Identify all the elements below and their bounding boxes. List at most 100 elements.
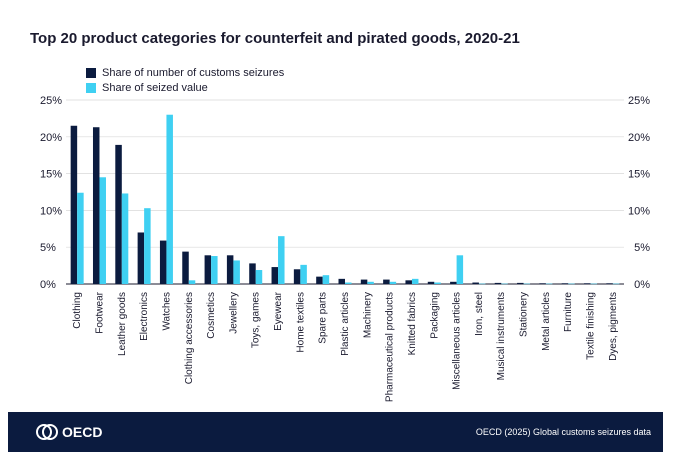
- legend: Share of number of customs seizures Shar…: [86, 66, 284, 96]
- y-tick-label-right: 20%: [628, 132, 650, 144]
- x-tick-label: Spare parts: [318, 292, 329, 344]
- x-tick-label: Pharmaceutical products: [385, 292, 396, 402]
- bar-value: [523, 283, 531, 285]
- bar-seizures: [472, 282, 479, 284]
- y-tick-label-left: 25%: [40, 95, 62, 107]
- bar-seizures: [360, 279, 368, 284]
- bar-value: [367, 281, 374, 284]
- x-tick-label: Jewellery: [228, 292, 239, 334]
- bar-chart: 0% 0% 5% 5% 10% 10% 15% 15% 20% 20% 25% 25% Clothing…: [40, 95, 650, 402]
- bar-value: [99, 177, 106, 284]
- bar-value: [121, 193, 129, 284]
- x-tick-label: Clothing accessories: [184, 292, 195, 384]
- y-tick-label-right: 25%: [628, 95, 650, 107]
- bar-seizures: [271, 267, 279, 284]
- bar-seizures: [494, 282, 502, 284]
- bar-value: [345, 282, 352, 284]
- bar-seizures: [70, 125, 78, 284]
- bar-seizures: [338, 278, 345, 284]
- y-tick-label-left: 15%: [40, 169, 62, 181]
- bar-seizures: [137, 232, 145, 284]
- chart-title: Top 20 product categories for counterfei…: [30, 30, 520, 47]
- x-tick-label: Plastic articles: [340, 292, 351, 356]
- legend-swatch-seizures: [86, 68, 96, 78]
- x-tick-label: Footwear: [94, 291, 105, 333]
- bar-seizures: [561, 283, 569, 284]
- legend-label-seizures: Share of number of customs seizures: [102, 67, 285, 79]
- x-tick-label: Cosmetics: [206, 292, 217, 339]
- bar-seizures: [606, 283, 613, 284]
- y-tick-label-right: 10%: [628, 205, 650, 217]
- bar-seizures: [293, 269, 301, 284]
- oecd-logo-icon: [36, 424, 58, 440]
- y-tick-label-left: 0%: [40, 279, 56, 291]
- x-tick-label: Musical instruments: [496, 292, 507, 380]
- bar-seizures: [539, 283, 546, 284]
- y-tick-label-left: 10%: [40, 205, 62, 217]
- bar-seizures: [450, 281, 457, 284]
- bar-value: [389, 281, 397, 284]
- bar-seizures: [92, 127, 100, 285]
- x-tick-label: Miscellaneous articles: [452, 292, 463, 390]
- x-tick-label: Watches: [161, 292, 172, 331]
- x-tick-label: Furniture: [563, 292, 574, 332]
- bar-value: [278, 236, 285, 284]
- bar-value: [478, 283, 486, 285]
- bar-value: [590, 283, 598, 285]
- bar-value: [501, 283, 508, 285]
- y-tick-label-right: 15%: [628, 169, 650, 181]
- x-tick-label: Dyes, pigments: [608, 292, 619, 361]
- bar-seizures: [316, 276, 323, 284]
- oecd-logo-text: OECD: [62, 424, 103, 440]
- bar-seizures: [383, 279, 390, 284]
- bar-seizures: [405, 280, 412, 284]
- bar-value: [255, 270, 263, 284]
- bar-value: [568, 283, 575, 285]
- bar-value: [77, 192, 84, 284]
- bar-seizures: [182, 251, 189, 284]
- footer: OECD OECD (2025) Global customs seizures…: [8, 412, 663, 452]
- bar-value: [188, 280, 196, 284]
- x-tick-label: Leather goods: [117, 292, 128, 356]
- bar-value: [144, 208, 151, 284]
- legend-swatch-value: [86, 83, 96, 93]
- x-tick-label: Metal articles: [541, 292, 552, 351]
- x-tick-label: Eyewear: [273, 291, 284, 331]
- bar-value: [233, 260, 240, 284]
- legend-item-value: Share of seized value: [86, 81, 284, 95]
- bar-value: [166, 114, 173, 284]
- bar-value: [456, 255, 464, 284]
- x-tick-label: Packaging: [429, 292, 440, 339]
- bar-seizures: [159, 240, 167, 284]
- source-note: OECD (2025) Global customs seizures data: [475, 427, 651, 437]
- x-tick-label: Stationery: [519, 292, 530, 337]
- x-tick-label: Clothing: [72, 292, 83, 329]
- bar-value: [434, 282, 441, 284]
- bar-seizures: [517, 282, 524, 284]
- x-tick-label: Toys, games: [251, 292, 262, 348]
- bar-seizures: [226, 255, 234, 284]
- x-tick-label: Electronics: [139, 292, 150, 341]
- x-tick-label: Textile finishing: [586, 292, 597, 360]
- x-tick-label: Iron, steel: [474, 292, 485, 336]
- x-tick-label: Machinery: [362, 292, 373, 338]
- y-tick-label-right: 5%: [634, 242, 650, 254]
- bar-value: [612, 283, 620, 285]
- bar-seizures: [204, 255, 212, 284]
- bar-value: [545, 283, 553, 285]
- bar-value: [300, 264, 307, 284]
- bar-seizures: [584, 283, 591, 284]
- bar-seizures: [249, 263, 256, 284]
- oecd-logo: OECD: [36, 424, 102, 440]
- x-tick-label: Home textiles: [295, 292, 306, 353]
- bar-seizures: [427, 281, 435, 284]
- bar-value: [211, 256, 218, 284]
- legend-item-seizures: Share of number of customs seizures: [86, 66, 284, 80]
- y-tick-label-left: 20%: [40, 132, 62, 144]
- bar-value: [411, 278, 419, 284]
- bar-seizures: [115, 144, 122, 284]
- legend-label-value: Share of seized value: [102, 82, 208, 94]
- y-tick-label-left: 5%: [40, 242, 56, 254]
- bar-value: [322, 275, 330, 284]
- y-tick-label-right: 0%: [634, 279, 650, 291]
